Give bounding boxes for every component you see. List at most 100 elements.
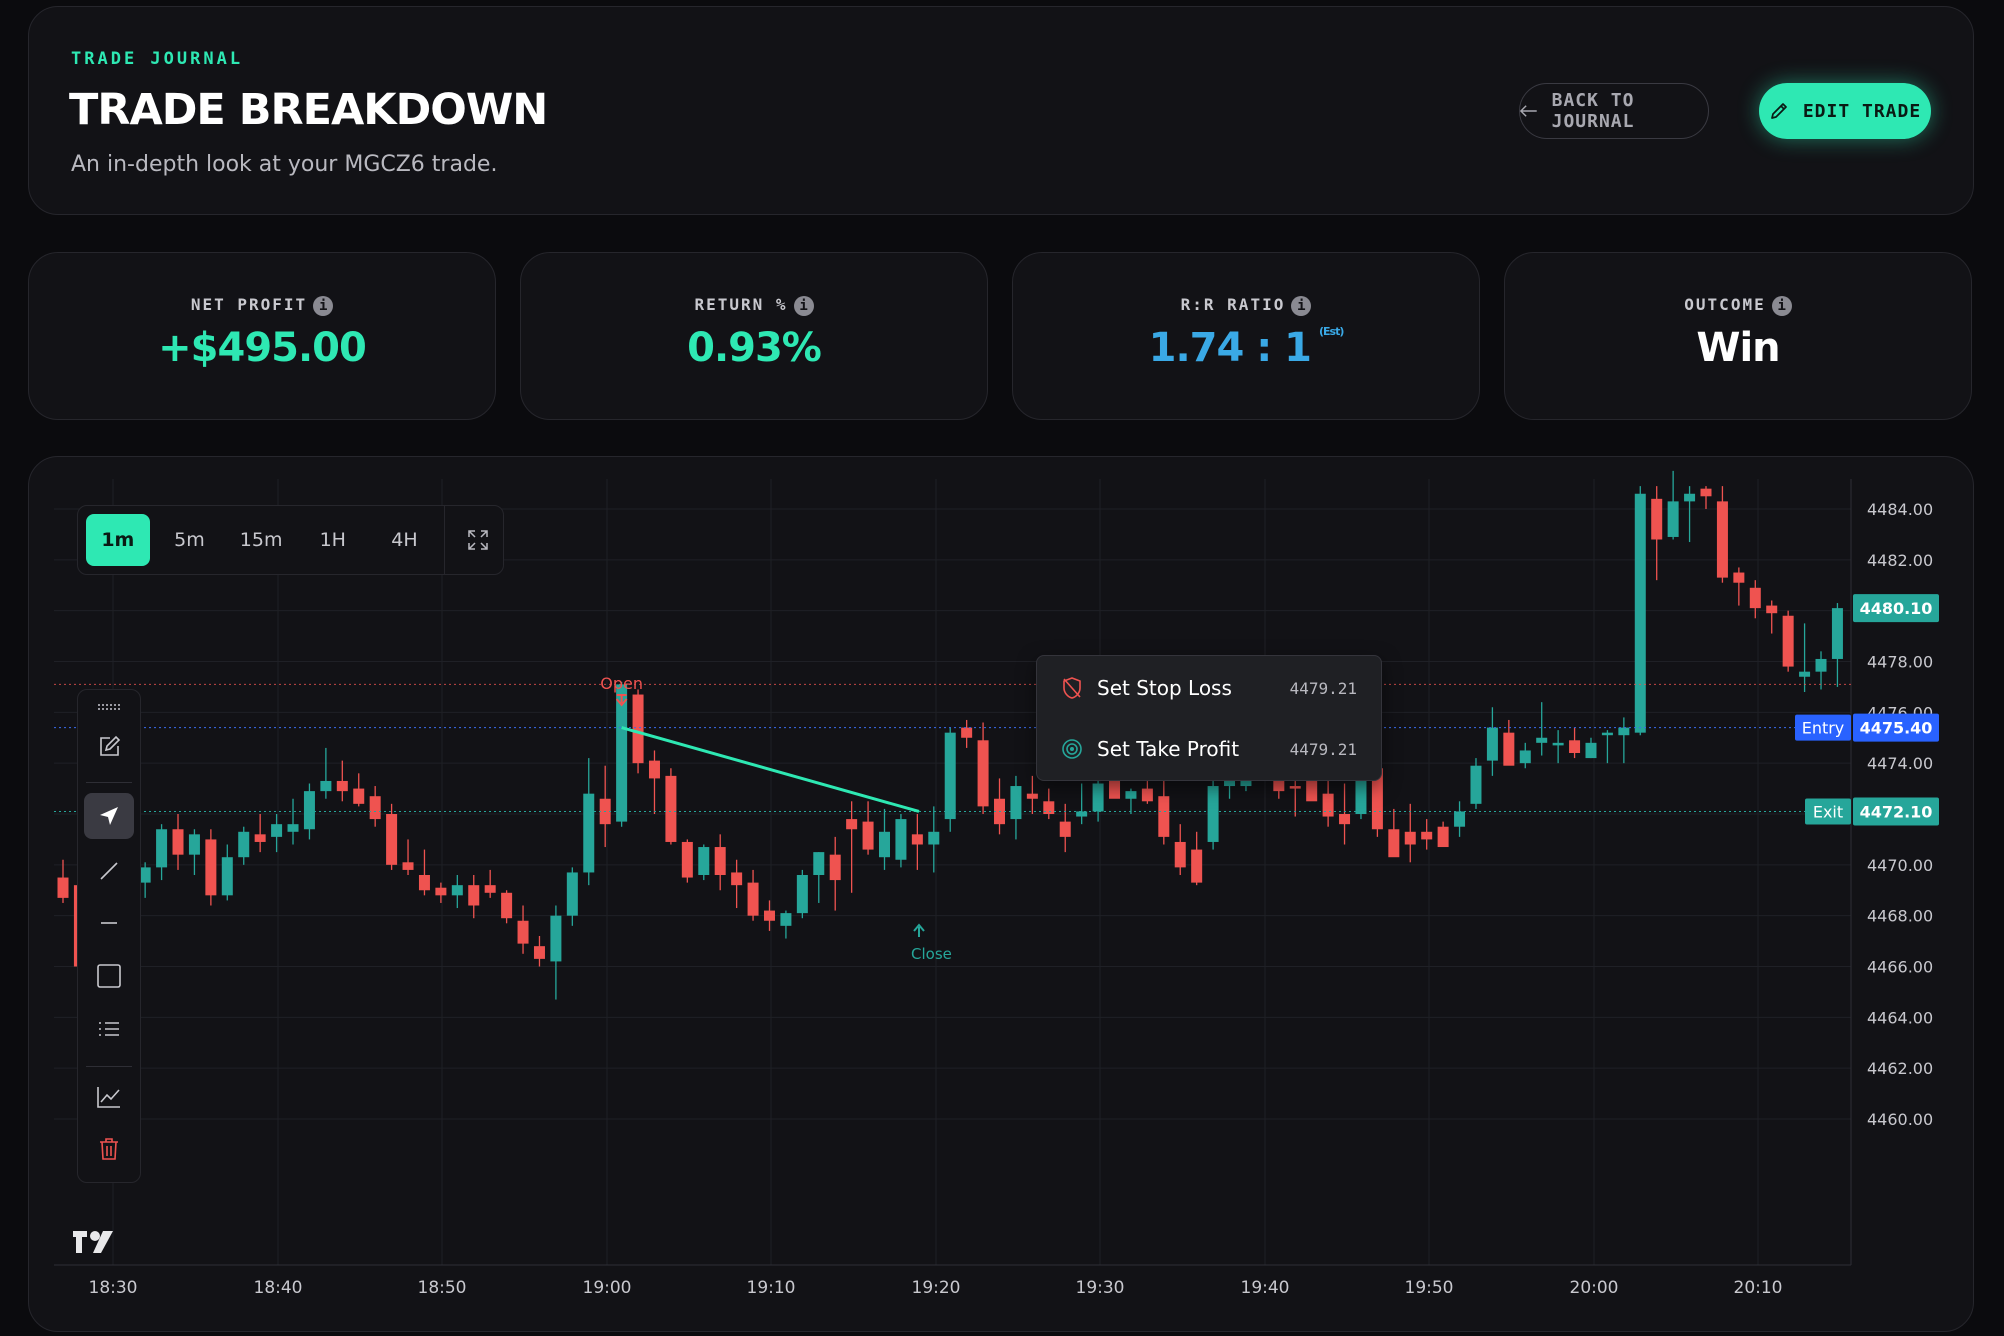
return-label: RETURN % — [694, 295, 788, 314]
candle-up — [1536, 737, 1548, 743]
net-profit-value: +$495.00 — [158, 325, 367, 371]
net-profit-label: NET PROFIT — [190, 295, 308, 314]
trendline-tool[interactable] — [84, 848, 134, 894]
current-price-tag: 4480.10 — [1860, 599, 1933, 618]
timeframe-4h[interactable]: 4H — [391, 529, 418, 551]
candle-up — [1585, 742, 1597, 759]
timeframe-1h[interactable]: 1H — [319, 529, 346, 551]
edit-trade-button[interactable]: EDIT TRADE — [1759, 83, 1931, 139]
candle-down — [418, 875, 430, 891]
page-subtitle: An in-depth look at your MGCZ6 trade. — [71, 152, 498, 177]
outcome-value: Win — [1696, 325, 1780, 371]
return-card: RETURN % i 0.93% — [520, 252, 988, 420]
candle-up — [1092, 783, 1104, 812]
time-tick-label: 19:40 — [1241, 1278, 1290, 1298]
candle-up — [1634, 493, 1646, 733]
candle-down — [533, 946, 545, 959]
arrow-up-icon — [913, 923, 925, 937]
candle-up — [156, 829, 168, 868]
candle-up — [1486, 727, 1498, 761]
candle-down — [632, 694, 644, 764]
arrow-left-icon — [1520, 105, 1537, 117]
time-tick-label: 19:30 — [1076, 1278, 1125, 1298]
entry-price-tag-box — [1853, 713, 1939, 742]
candle-down — [747, 882, 759, 916]
trendline-icon — [100, 862, 118, 880]
candle-down — [1371, 768, 1383, 830]
candle-down — [1733, 572, 1745, 583]
timeframe-15m[interactable]: 15m — [239, 529, 283, 551]
candle-down — [1306, 780, 1318, 802]
take-profit-label: Set Take Profit — [1097, 737, 1240, 761]
price-chart[interactable]: 4484.004482.004480.004478.004476.004474.… — [29, 457, 1973, 1331]
exit-label: Exit — [1813, 802, 1843, 821]
open-marker-label: Open — [600, 674, 643, 693]
indicator-tool[interactable] — [84, 1074, 134, 1120]
candle-down — [517, 920, 529, 944]
toolbar-grip[interactable] — [84, 692, 134, 724]
candle-down — [1716, 501, 1728, 578]
candle-up — [895, 819, 907, 860]
set-stop-loss-item[interactable]: Set Stop Loss 4479.21 — [1037, 658, 1381, 718]
take-profit-value: 4479.21 — [1289, 739, 1357, 759]
candle-up — [1010, 786, 1022, 820]
timeframe-5m[interactable]: 5m — [174, 529, 205, 551]
stop-loss-value: 4479.21 — [1289, 678, 1357, 698]
candle-down — [1043, 801, 1055, 814]
set-take-profit-item[interactable]: Set Take Profit 4479.21 — [1037, 719, 1381, 779]
candle-down — [829, 854, 841, 881]
list-icon — [99, 1022, 119, 1036]
candle-up — [287, 824, 299, 832]
rectangle-tool[interactable] — [84, 953, 134, 999]
candle-up — [188, 834, 200, 855]
candle-down — [57, 877, 69, 898]
info-icon[interactable]: i — [1291, 295, 1312, 316]
candle-up — [1207, 786, 1219, 842]
candle-down — [1289, 786, 1301, 789]
info-icon[interactable]: i — [313, 295, 334, 316]
candle-down — [1191, 849, 1203, 883]
candle-down — [648, 760, 660, 779]
candle-down — [1026, 793, 1038, 799]
chart-icon — [97, 1087, 120, 1108]
price-tick-label: 4460.00 — [1867, 1110, 1933, 1129]
entry-label-box — [1795, 714, 1851, 741]
entry-price-tag: 4475.40 — [1860, 719, 1933, 738]
time-tick-label: 19:20 — [912, 1278, 961, 1298]
candle-up — [879, 831, 890, 858]
exit-price-tag: 4472.10 — [1860, 802, 1933, 821]
candle-down — [336, 780, 348, 792]
delete-tool[interactable] — [84, 1126, 134, 1172]
pencil-icon — [1770, 103, 1787, 119]
horizontal-line-tool[interactable] — [84, 900, 134, 946]
time-tick-label: 18:30 — [89, 1278, 138, 1298]
candle-down — [369, 796, 381, 820]
back-to-journal-button[interactable]: BACK TO JOURNAL — [1519, 83, 1709, 139]
cursor-arrow-icon — [100, 807, 118, 825]
order-context-menu: Set Stop Loss 4479.21 Set Take Profit 44… — [1036, 655, 1382, 781]
cursor-tool[interactable] — [84, 793, 134, 839]
candle-up — [139, 867, 151, 883]
candle-down — [1404, 831, 1416, 845]
horizontal-line-icon — [101, 922, 117, 924]
time-tick-label: 18:40 — [254, 1278, 303, 1298]
candle-up — [1076, 811, 1088, 817]
candle-down — [402, 862, 414, 870]
timeframe-1m[interactable]: 1m — [86, 514, 150, 566]
candle-up — [566, 872, 578, 916]
candle-up — [944, 732, 956, 820]
edit-tool[interactable] — [84, 724, 134, 770]
info-icon[interactable]: i — [1771, 295, 1792, 316]
candle-down — [961, 727, 973, 738]
info-icon[interactable]: i — [793, 295, 814, 316]
list-tool[interactable] — [84, 1006, 134, 1052]
candle-up — [1125, 791, 1137, 799]
candle-down — [1109, 778, 1121, 799]
candle-up — [1355, 768, 1367, 814]
candle-down — [665, 775, 677, 842]
time-tick-label: 19:50 — [1405, 1278, 1454, 1298]
price-tick-label: 4464.00 — [1867, 1008, 1933, 1027]
arrow-down-icon — [615, 694, 628, 707]
outcome-label: OUTCOME — [1684, 295, 1766, 314]
fullscreen-button[interactable] — [453, 514, 503, 566]
